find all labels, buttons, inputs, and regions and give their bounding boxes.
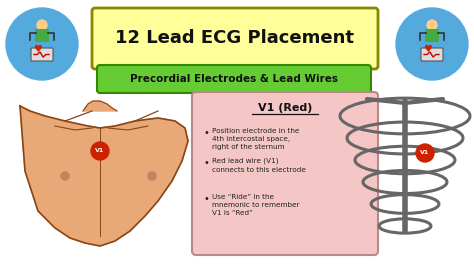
FancyBboxPatch shape [421, 48, 443, 61]
FancyBboxPatch shape [35, 29, 49, 42]
Circle shape [396, 8, 468, 80]
FancyBboxPatch shape [92, 8, 378, 69]
Text: Use “Ride” in the
mnemonic to remember
V1 is “Red”: Use “Ride” in the mnemonic to remember V… [212, 194, 300, 216]
FancyBboxPatch shape [97, 65, 371, 93]
Text: Red lead wire (V1)
connects to this electrode: Red lead wire (V1) connects to this elec… [212, 158, 306, 172]
Circle shape [416, 144, 434, 162]
Text: •: • [204, 194, 210, 204]
Text: ♥: ♥ [424, 44, 432, 54]
Text: V1 (Red): V1 (Red) [258, 103, 312, 113]
Text: Precordial Electrodes & Lead Wires: Precordial Electrodes & Lead Wires [130, 74, 338, 84]
Text: V1: V1 [95, 148, 105, 153]
Circle shape [427, 20, 437, 30]
Circle shape [148, 172, 156, 180]
Circle shape [91, 142, 109, 160]
Text: •: • [204, 158, 210, 168]
Circle shape [37, 20, 47, 30]
Circle shape [6, 8, 78, 80]
Text: •: • [204, 128, 210, 138]
Text: Position electrode in the
4th intercostal space,
right of the sternum: Position electrode in the 4th intercosta… [212, 128, 300, 150]
Circle shape [61, 172, 69, 180]
Text: V1: V1 [420, 151, 429, 156]
Polygon shape [83, 101, 117, 111]
Text: ♥: ♥ [34, 44, 42, 54]
Text: 12 Lead ECG Placement: 12 Lead ECG Placement [116, 29, 355, 47]
Polygon shape [20, 106, 188, 246]
FancyBboxPatch shape [31, 48, 53, 61]
FancyBboxPatch shape [425, 29, 439, 42]
FancyBboxPatch shape [192, 92, 378, 255]
